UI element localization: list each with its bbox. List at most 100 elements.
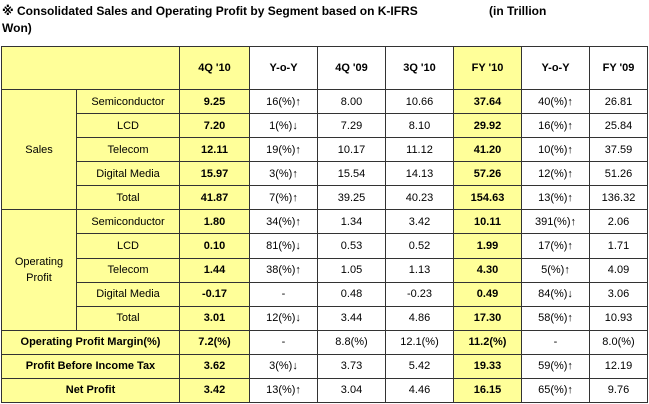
cell: 14.13 bbox=[385, 161, 454, 187]
cell: 12(%)↑ bbox=[521, 161, 590, 187]
cell: 12.19 bbox=[589, 353, 648, 379]
cell: 58(%)↑ bbox=[521, 305, 590, 331]
table-row: Total 41.87 7(%)↑ 39.25 40.23 154.63 13(… bbox=[2, 185, 648, 211]
table-row: Total 3.01 12(%)↓ 3.44 4.86 17.30 58(%)↑… bbox=[2, 305, 648, 331]
cell: 1.05 bbox=[317, 257, 386, 283]
header-fy10: FY '10 bbox=[453, 45, 522, 91]
cell: 25.84 bbox=[589, 113, 648, 139]
cell: 12(%)↓ bbox=[249, 305, 318, 331]
cell: 10.11 bbox=[453, 209, 522, 235]
cell: 10.17 bbox=[317, 137, 386, 163]
segment-label: Telecom bbox=[76, 257, 180, 283]
header-yoy-q: Y-o-Y bbox=[249, 45, 318, 91]
cell: 1.80 bbox=[179, 209, 250, 235]
cell: 3.42 bbox=[179, 377, 250, 404]
segment-label: Digital Media bbox=[76, 281, 180, 307]
table-row: Profit Before Income Tax 3.62 3(%)↓ 3.73… bbox=[1, 353, 648, 379]
cell: 8.10 bbox=[385, 113, 454, 139]
cell: 0.53 bbox=[317, 233, 386, 259]
cell: 3.44 bbox=[317, 305, 386, 331]
cell: 16(%)↑ bbox=[521, 113, 590, 139]
cell: - bbox=[249, 329, 318, 355]
table-row: Net Profit 3.42 13(%)↑ 3.04 4.46 16.15 6… bbox=[1, 377, 648, 404]
cell: 17(%)↑ bbox=[521, 233, 590, 259]
cell: 7(%)↑ bbox=[249, 185, 318, 211]
cell: -0.17 bbox=[179, 281, 250, 307]
cell: 10(%)↑ bbox=[521, 137, 590, 163]
cell: - bbox=[521, 329, 590, 355]
cell: 3(%)↑ bbox=[249, 161, 318, 187]
cell: 12.11 bbox=[179, 137, 250, 163]
table-row: LCD 0.10 81(%)↓ 0.53 0.52 1.99 17(%)↑ 1.… bbox=[2, 233, 648, 259]
table-row: Telecom 12.11 19(%)↑ 10.17 11.12 41.20 1… bbox=[2, 137, 648, 163]
cell: 37.64 bbox=[453, 89, 522, 115]
cell: 3.42 bbox=[385, 209, 454, 235]
table-row: LCD 7.20 1(%)↓ 7.29 8.10 29.92 16(%)↑ 25… bbox=[2, 113, 648, 139]
cell: 3.06 bbox=[589, 281, 648, 307]
header-4q09: 4Q '09 bbox=[317, 45, 386, 91]
header-row: 4Q '10 Y-o-Y 4Q '09 3Q '10 FY '10 Y-o-Y … bbox=[1, 45, 648, 91]
cell: 37.59 bbox=[589, 137, 648, 163]
cell: 1(%)↓ bbox=[249, 113, 318, 139]
cell: 12.1(%) bbox=[385, 329, 454, 355]
cell: 16.15 bbox=[453, 377, 522, 404]
cell: 1.34 bbox=[317, 209, 386, 235]
summary-label: Profit Before Income Tax bbox=[1, 353, 180, 379]
cell: 11.2(%) bbox=[453, 329, 522, 355]
cell: 3.62 bbox=[179, 353, 250, 379]
cell: 13(%)↑ bbox=[249, 377, 318, 404]
cell: 19(%)↑ bbox=[249, 137, 318, 163]
cell: 8.8(%) bbox=[317, 329, 386, 355]
cell: 16(%)↑ bbox=[249, 89, 318, 115]
title-unit: (in Trillion bbox=[489, 4, 547, 18]
cell: - bbox=[249, 281, 318, 307]
cell: 0.49 bbox=[453, 281, 522, 307]
cell: 7.29 bbox=[317, 113, 386, 139]
cell: 8.00 bbox=[317, 89, 386, 115]
cell: 0.52 bbox=[385, 233, 454, 259]
table-title: ※ Consolidated Sales and Operating Profi… bbox=[2, 3, 647, 41]
cell: 7.2(%) bbox=[179, 329, 250, 355]
cell: 1.13 bbox=[385, 257, 454, 283]
cell: 3.73 bbox=[317, 353, 386, 379]
cell: 4.86 bbox=[385, 305, 454, 331]
segment-label: Semiconductor bbox=[76, 209, 180, 235]
cell: 3.01 bbox=[179, 305, 250, 331]
cell: 57.26 bbox=[453, 161, 522, 187]
summary-label: Net Profit bbox=[1, 377, 180, 404]
header-fy09: FY '09 bbox=[589, 45, 648, 91]
cell: 65(%)↑ bbox=[521, 377, 590, 404]
cell: 19.33 bbox=[453, 353, 522, 379]
cell: 15.54 bbox=[317, 161, 386, 187]
cell: 40.23 bbox=[385, 185, 454, 211]
cell: 3.04 bbox=[317, 377, 386, 404]
cell: 10.93 bbox=[589, 305, 648, 331]
cell: 81(%)↓ bbox=[249, 233, 318, 259]
cell: 41.87 bbox=[179, 185, 250, 211]
cell: 59(%)↑ bbox=[521, 353, 590, 379]
cell: 1.44 bbox=[179, 257, 250, 283]
cell: 26.81 bbox=[589, 89, 648, 115]
table-row: Operating Profit Margin(%) 7.2(%) - 8.8(… bbox=[1, 329, 648, 355]
cell: 41.20 bbox=[453, 137, 522, 163]
cell: 15.97 bbox=[179, 161, 250, 187]
group-sales: Sales bbox=[1, 89, 77, 211]
segment-label: Total bbox=[76, 305, 180, 331]
cell: 4.30 bbox=[453, 257, 522, 283]
cell: 9.76 bbox=[589, 377, 648, 404]
group-op-line2: Profit bbox=[26, 272, 52, 285]
cell: 0.48 bbox=[317, 281, 386, 307]
cell: 9.25 bbox=[179, 89, 250, 115]
cell: 13(%)↑ bbox=[521, 185, 590, 211]
segment-label: Semiconductor bbox=[76, 89, 180, 115]
cell: 4.09 bbox=[589, 257, 648, 283]
cell: 84(%)↓ bbox=[521, 281, 590, 307]
cell: 1.71 bbox=[589, 233, 648, 259]
title-line2: Won) bbox=[2, 21, 32, 35]
segment-label: Telecom bbox=[76, 137, 180, 163]
cell: 154.63 bbox=[453, 185, 522, 211]
cell: 51.26 bbox=[589, 161, 648, 187]
table-row: Sales Semiconductor 9.25 16(%)↑ 8.00 10.… bbox=[1, 89, 648, 211]
header-blank bbox=[1, 45, 180, 91]
cell: 136.32 bbox=[589, 185, 648, 211]
